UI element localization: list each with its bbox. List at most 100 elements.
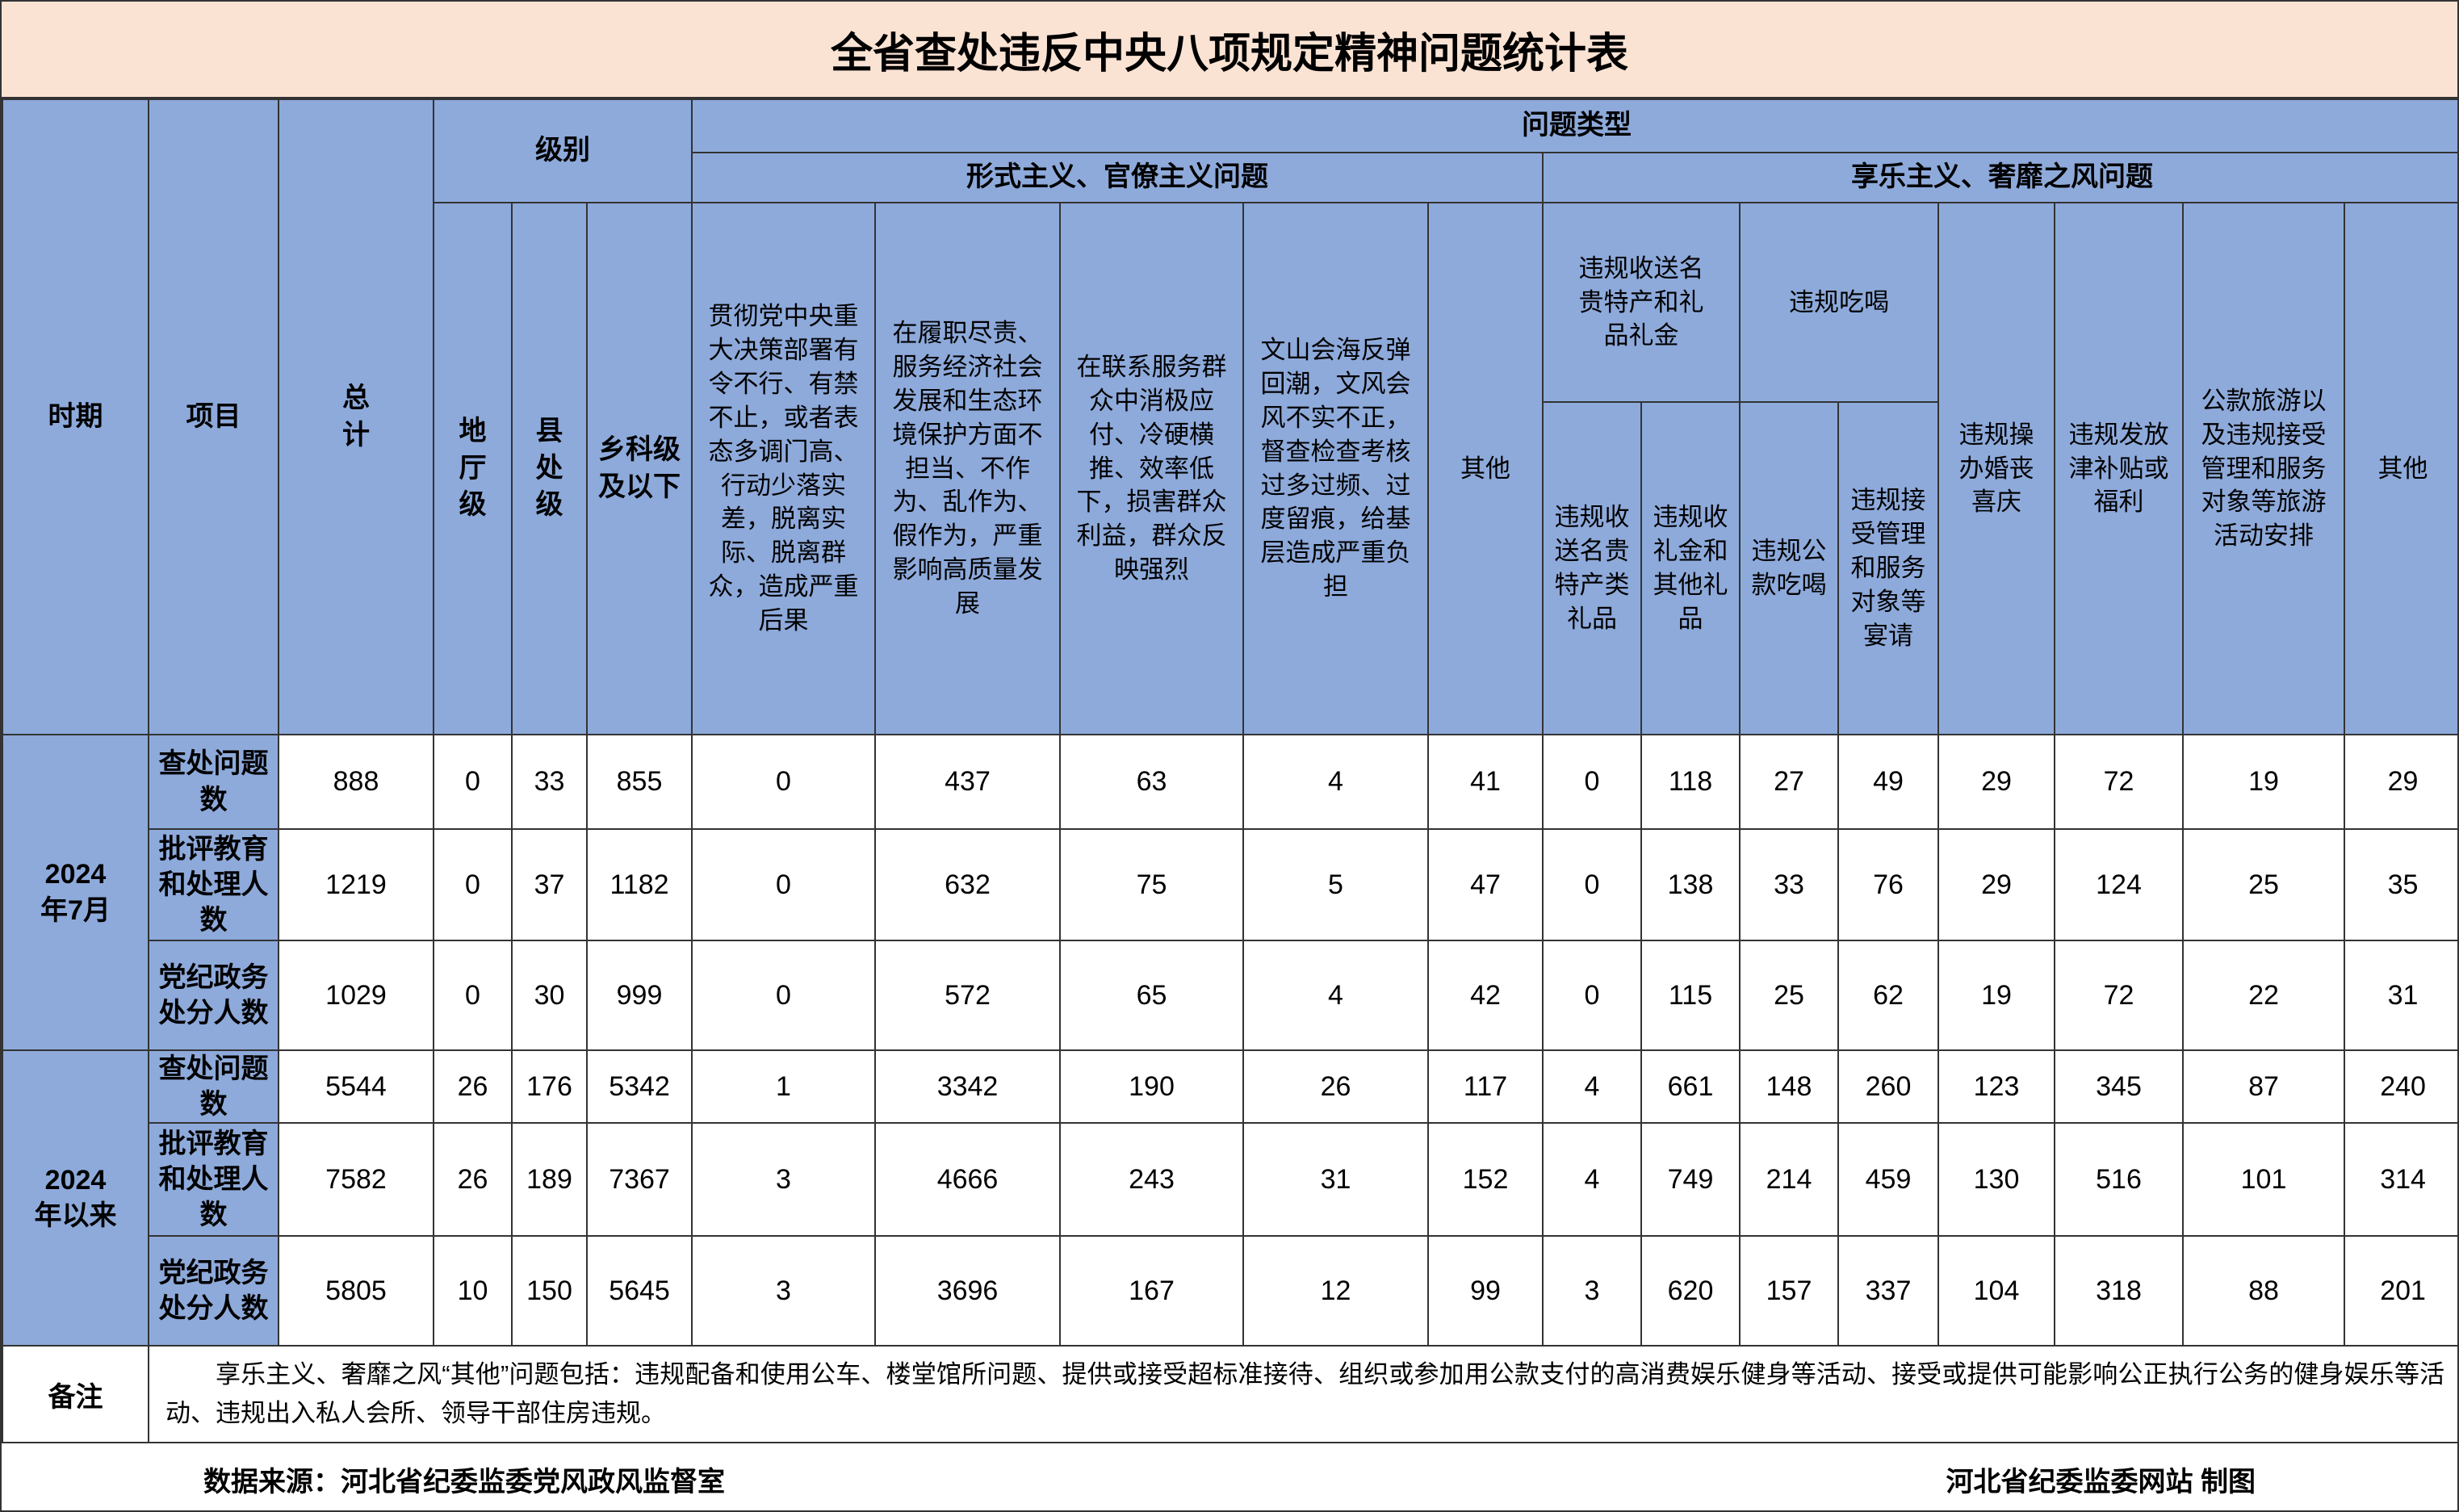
value-cell: 0 <box>691 828 877 941</box>
header-cell: 级别 <box>432 98 693 203</box>
value-cell: 516 <box>2054 1122 2185 1238</box>
value-cell: 47 <box>1427 828 1544 941</box>
header-cell: 总计 <box>278 98 434 735</box>
value-cell: 5805 <box>278 1235 434 1347</box>
header-cell: 形式主义、官僚主义问题 <box>691 152 1544 203</box>
value-cell: 1182 <box>585 828 693 941</box>
item-text: 批评教育和处理人数 <box>158 1129 269 1231</box>
value-cell: 30 <box>511 940 588 1051</box>
value-cell: 345 <box>2054 1049 2185 1125</box>
value-cell: 314 <box>2344 1122 2457 1238</box>
value-cell: 888 <box>278 734 434 830</box>
header-text: 违规收送名贵特产和礼品礼金 <box>1578 253 1704 350</box>
data-row: 2024年7月 查处问题数 888 0 33 855 0 437 63 4 41 0 118 27 49 29… <box>2 734 2457 1051</box>
header-text: 县处级 <box>535 415 563 521</box>
value-cell: 661 <box>1640 1049 1741 1125</box>
data-row: 2024年以来 查处问题数 5544 26 176 5342 1 3342 190 26 117 4 6… <box>2 1049 2457 1347</box>
header-cell: 在履职尽责、服务经济社会发展和生态环境保护方面不担当、不作为、乱作为、假作为，严… <box>874 202 1062 735</box>
header-cell: 问题类型 <box>691 98 2457 153</box>
value-cell: 19 <box>1937 940 2056 1051</box>
value-cell: 99 <box>1427 1235 1544 1347</box>
value-cell: 148 <box>1739 1049 1840 1125</box>
value-cell: 22 <box>2182 940 2346 1051</box>
value-cell: 5544 <box>278 1049 434 1125</box>
header-cell: 违规操办婚丧喜庆 <box>1937 202 2056 735</box>
value-cell: 152 <box>1427 1122 1544 1238</box>
value-cell: 49 <box>1837 734 1940 830</box>
value-cell: 123 <box>1937 1049 2056 1125</box>
item-text: 党纪政务处分人数 <box>158 1258 269 1325</box>
header-text: 总计 <box>342 382 370 450</box>
value-cell: 260 <box>1837 1049 1940 1125</box>
value-cell: 130 <box>1937 1122 2056 1238</box>
value-cell: 1029 <box>278 940 434 1051</box>
table-body: 2024年7月 查处问题数 888 0 33 855 0 437 63 4 41 0 118 27 49 29… <box>2 734 2457 1347</box>
footer: 数据来源：河北省纪委监委党风政风监督室 河北省纪委监委网站 制图 <box>2 1443 2457 1510</box>
value-cell: 176 <box>511 1049 588 1125</box>
value-cell: 118 <box>1640 734 1741 830</box>
value-cell: 37 <box>511 828 588 941</box>
value-cell: 7367 <box>585 1122 693 1238</box>
value-cell: 0 <box>1542 940 1643 1051</box>
value-cell: 4666 <box>874 1122 1062 1238</box>
header-text: 乡科级及以下 <box>598 433 681 502</box>
value-cell: 5 <box>1242 828 1430 941</box>
table-header: 时期 项目 总计 级别 问题类型 形式主义、官僚主义问题 享乐主义、奢靡之风问题… <box>2 98 2457 735</box>
value-cell: 1 <box>691 1049 877 1125</box>
value-cell: 999 <box>585 940 693 1051</box>
value-cell: 0 <box>1542 734 1643 830</box>
value-cell: 620 <box>1640 1235 1741 1347</box>
value-cell: 437 <box>874 734 1062 830</box>
value-cell: 75 <box>1059 828 1245 941</box>
value-cell: 12 <box>1242 1235 1430 1347</box>
value-cell: 0 <box>1542 828 1643 941</box>
value-cell: 87 <box>2182 1049 2346 1125</box>
header-cell: 享乐主义、奢靡之风问题 <box>1542 152 2457 203</box>
value-cell: 35 <box>2344 828 2457 941</box>
header-cell: 违规收送名贵特产和礼品礼金 <box>1542 202 1741 403</box>
value-cell: 3 <box>691 1235 877 1347</box>
value-cell: 572 <box>874 940 1062 1051</box>
value-cell: 26 <box>433 1122 513 1238</box>
value-cell: 4 <box>1242 734 1430 830</box>
value-cell: 72 <box>2054 940 2185 1051</box>
header-cell: 违规公款吃喝 <box>1739 401 1840 735</box>
value-cell: 29 <box>1937 828 2056 941</box>
table-title: 全省查处违反中央八项规定精神问题统计表 <box>2 2 2457 98</box>
value-cell: 337 <box>1837 1235 1940 1347</box>
value-cell: 26 <box>1242 1049 1430 1125</box>
value-cell: 26 <box>433 1049 513 1125</box>
header-cell: 其他 <box>2344 202 2457 735</box>
value-cell: 88 <box>2182 1235 2346 1347</box>
note-text: 享乐主义、奢靡之风“其他”问题包括：违规配备和使用公车、楼堂馆所问题、提供或接受… <box>147 1345 2457 1444</box>
value-cell: 5342 <box>585 1049 693 1125</box>
value-cell: 76 <box>1837 828 1940 941</box>
value-cell: 243 <box>1059 1122 1245 1238</box>
value-cell: 3 <box>691 1122 877 1238</box>
period-text: 2024年以来 <box>34 1165 117 1232</box>
value-cell: 0 <box>433 734 513 830</box>
item-cell: 党纪政务处分人数 <box>148 940 279 1051</box>
credit: 河北省纪委监委网站 制图 <box>1946 1466 2256 1497</box>
stats-table: 时期 项目 总计 级别 问题类型 形式主义、官僚主义问题 享乐主义、奢靡之风问题… <box>2 98 2457 1444</box>
period-cell: 2024年以来 <box>2 1049 149 1347</box>
item-text: 查处问题数 <box>158 1053 269 1120</box>
value-cell: 167 <box>1059 1235 1245 1347</box>
value-cell: 318 <box>2054 1235 2185 1347</box>
value-cell: 104 <box>1937 1235 2056 1347</box>
header-cell: 乡科级及以下 <box>585 202 693 735</box>
header-cell: 其他 <box>1427 202 1544 735</box>
value-cell: 25 <box>2182 828 2346 941</box>
value-cell: 101 <box>2182 1122 2346 1238</box>
item-cell: 批评教育和处理人数 <box>148 828 279 941</box>
value-cell: 632 <box>874 828 1062 941</box>
value-cell: 0 <box>691 940 877 1051</box>
value-cell: 214 <box>1739 1122 1840 1238</box>
value-cell: 117 <box>1427 1049 1544 1125</box>
value-cell: 4 <box>1242 940 1430 1051</box>
data-row: 批评教育和处理人数 1219 0 37 1182 0 632 75 5 47 0 138 33 76 29 1… <box>2 828 2457 941</box>
header-cell: 地厅级 <box>433 202 513 735</box>
value-cell: 0 <box>691 734 877 830</box>
header-cell: 在联系服务群众中消极应付、冷硬横推、效率低下，损害群众利益，群众反映强烈 <box>1059 202 1245 735</box>
value-cell: 63 <box>1059 734 1245 830</box>
